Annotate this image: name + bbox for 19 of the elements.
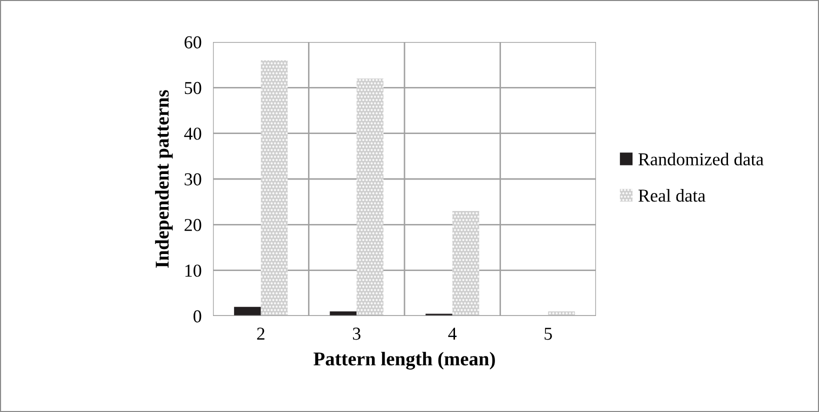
legend-label: Real data (638, 189, 706, 202)
bar (452, 210, 480, 316)
x-tick-label: 5 (544, 328, 552, 340)
y-tick-label: 0 (194, 310, 202, 322)
y-tick-label: 50 (184, 82, 202, 94)
bar (260, 60, 288, 316)
y-axis-title: Independent patterns (155, 90, 173, 268)
y-tick-label: 60 (184, 36, 202, 48)
y-tick-label: 30 (184, 173, 202, 186)
bar (356, 78, 384, 316)
x-tick-label: 4 (448, 328, 457, 340)
x-tick-label: 2 (257, 328, 264, 340)
y-tick-label: 20 (184, 218, 202, 232)
y-tick-label: 40 (184, 128, 202, 140)
bar (234, 306, 261, 316)
legend-label: Randomized data (638, 152, 764, 166)
x-tick-label: 3 (352, 328, 360, 340)
y-tick-label: 10 (185, 264, 202, 277)
x-axis-title: Pattern length (mean) (314, 352, 495, 370)
